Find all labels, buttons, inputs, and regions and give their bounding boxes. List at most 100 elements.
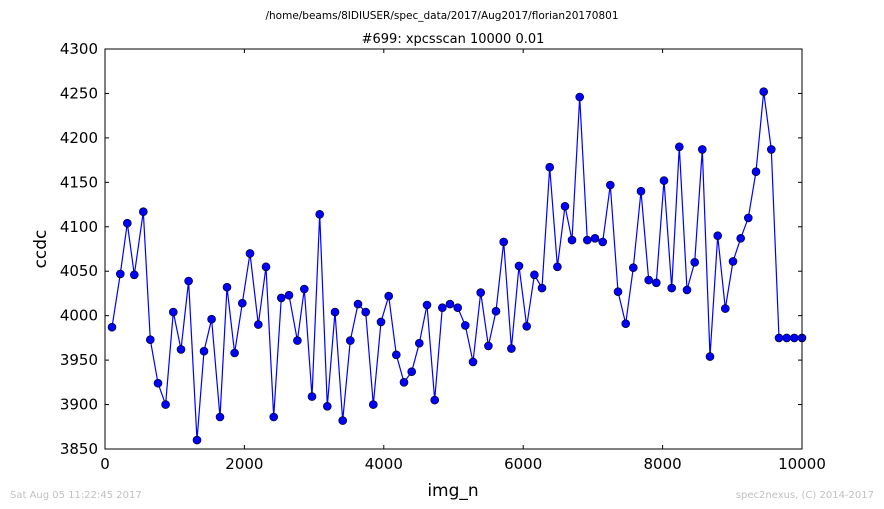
data-point <box>376 317 386 327</box>
y-tick-label: 3900 <box>60 396 98 414</box>
data-point <box>139 207 148 216</box>
data-point <box>605 180 615 190</box>
data-point <box>161 400 170 409</box>
axes-frame <box>104 48 803 450</box>
data-point <box>299 284 309 294</box>
data-point <box>560 202 570 211</box>
data-point <box>230 348 239 358</box>
data-point <box>774 333 784 343</box>
data-point <box>651 278 661 288</box>
x-tick-label: 0 <box>100 455 110 473</box>
data-point <box>253 320 263 329</box>
y-tick-label: 3850 <box>60 440 98 458</box>
data-point <box>682 285 692 295</box>
y-tick-label: 4300 <box>60 40 98 58</box>
data-point <box>437 303 447 313</box>
axis-ticks: 0 2000 4000 6000 8000 10000 3850 3900 3950 4000 40… <box>60 40 826 473</box>
suptitle: /home/beams/8IDIUSER/spec_data/2017/Aug2… <box>265 10 618 22</box>
data-point <box>192 435 202 445</box>
data-point <box>705 352 715 361</box>
data-point <box>697 145 707 154</box>
data-point <box>338 416 348 425</box>
data-point <box>238 298 247 308</box>
data-point <box>468 357 478 367</box>
data-point <box>184 276 193 286</box>
data-point <box>330 307 340 317</box>
data-point <box>567 235 577 245</box>
data-point <box>545 162 555 172</box>
data-point <box>582 235 592 245</box>
data-point <box>199 346 209 356</box>
footer-credit: spec2nexus, (C) 2014-2017 <box>736 490 874 501</box>
y-tick-label: 4000 <box>60 307 98 325</box>
y-tick-label: 4100 <box>60 218 98 236</box>
series-line <box>111 91 802 441</box>
y-tick-label: 4050 <box>60 262 98 280</box>
data-point <box>422 300 432 310</box>
data-point <box>590 234 600 243</box>
data-point <box>361 307 371 317</box>
data-point <box>782 333 792 343</box>
data-point <box>146 335 155 345</box>
data-point <box>293 336 302 345</box>
data-point <box>284 290 294 300</box>
data-point <box>613 287 623 297</box>
data-point <box>123 218 132 228</box>
data-point <box>353 299 363 309</box>
data-point <box>667 283 677 293</box>
data-point <box>153 378 163 388</box>
y-tick-label: 4250 <box>60 84 98 102</box>
data-point <box>621 319 631 329</box>
data-point <box>130 270 139 280</box>
chart-title: #699: xpcsscan 10000 0.01 <box>362 32 545 47</box>
data-point <box>636 186 646 196</box>
data-point <box>107 322 117 332</box>
data-point <box>766 145 776 154</box>
x-tick-label: 2000 <box>225 455 263 473</box>
data-point <box>553 262 562 272</box>
data-point <box>176 345 186 354</box>
data-point <box>399 377 409 387</box>
data-point <box>116 269 125 279</box>
x-tick-label: 10000 <box>778 455 826 473</box>
data-point <box>507 344 516 353</box>
data-point <box>414 338 424 348</box>
data-point <box>751 167 761 176</box>
data-point <box>789 333 799 343</box>
data-point <box>345 336 355 345</box>
data-point <box>522 321 532 331</box>
data-point <box>407 367 417 377</box>
data-point <box>391 350 401 360</box>
data-point <box>491 306 501 316</box>
data-point <box>575 92 585 102</box>
data-point <box>484 341 493 351</box>
data-point <box>728 257 738 266</box>
data-point <box>169 307 178 317</box>
data-point <box>530 270 539 280</box>
x-tick-label: 6000 <box>504 455 542 473</box>
y-tick-label: 3950 <box>60 351 98 369</box>
data-point <box>276 293 286 303</box>
x-tick-label: 8000 <box>644 455 682 473</box>
data-point <box>514 261 524 271</box>
data-point <box>499 237 509 247</box>
y-tick-label: 4200 <box>60 129 98 147</box>
data-point <box>644 275 654 285</box>
data-point <box>322 401 332 411</box>
plot-area <box>107 87 807 445</box>
data-point <box>690 257 700 267</box>
data-point <box>207 314 216 324</box>
data-point <box>736 234 746 243</box>
data-point <box>537 283 547 293</box>
data-point <box>222 282 232 292</box>
data-point <box>315 210 325 219</box>
data-point <box>628 263 638 273</box>
data-point <box>453 303 463 313</box>
data-point <box>215 412 225 422</box>
data-point <box>476 288 486 297</box>
data-point <box>659 176 669 185</box>
data-point <box>368 400 378 409</box>
data-point <box>720 304 730 313</box>
data-point <box>743 213 753 223</box>
